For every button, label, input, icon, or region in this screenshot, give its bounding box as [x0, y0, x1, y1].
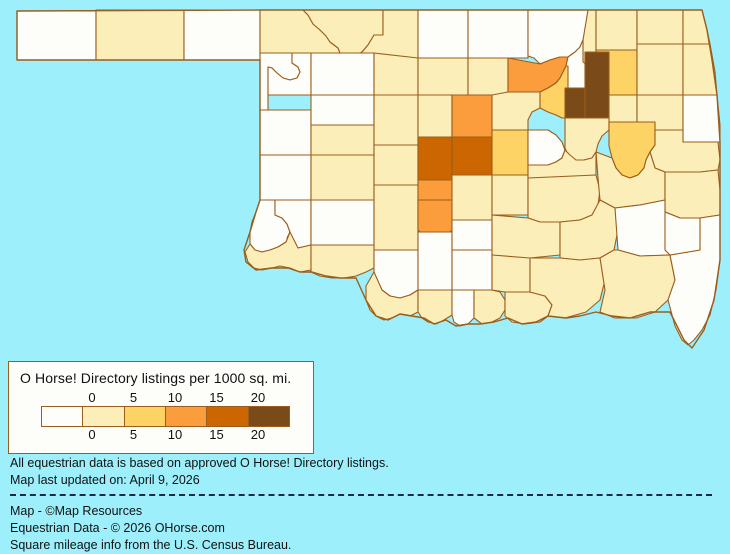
legend-tick-top-0: 0 [88, 390, 96, 405]
county-mayes [636, 43, 684, 96]
county-dewey [310, 94, 375, 126]
footer-notes: All equestrian data is based on approved… [10, 455, 726, 554]
county-stephens [417, 231, 453, 291]
county-beckham [259, 154, 312, 201]
credit-map: Map - ©Map Resources [10, 504, 143, 518]
county-texas [95, 9, 185, 61]
legend-tick-bottom-0: 0 [88, 427, 96, 442]
county-blaine [373, 94, 419, 146]
legend-tick-top-1: 5 [129, 390, 138, 405]
county-logan [451, 94, 493, 138]
legend-tick-bottom-2: 10 [167, 427, 183, 442]
legend-swatch-3 [165, 407, 208, 426]
legend-swatch-5 [248, 407, 289, 426]
county-garfield [417, 57, 469, 96]
county-hughes [527, 174, 601, 223]
county-woodward [310, 52, 375, 96]
legend-tick-bottom-4: 20 [250, 427, 266, 442]
legend-swatch-4 [207, 407, 249, 426]
county-mccurtain [667, 214, 721, 346]
county-cimarron [16, 10, 97, 61]
county-cleveland [451, 174, 493, 221]
legend-ticks-top: 0 5 10 15 20 [40, 390, 290, 406]
legend-color-ramp [41, 406, 290, 427]
legend-tick-top-3: 15 [209, 390, 224, 405]
county-major [373, 52, 419, 96]
county-pottawatomie [491, 174, 529, 216]
county-mcclain [451, 219, 493, 251]
county-adair [682, 94, 721, 143]
state-outline [16, 9, 721, 349]
county-lincoln [491, 129, 529, 176]
county-okla-log [451, 136, 493, 176]
credit-equestrian-data: Equestrian Data - © 2026 OHorse.com [10, 521, 225, 535]
legend-tick-top-4: 20 [250, 390, 266, 405]
oklahoma-map-svg [16, 9, 721, 349]
county-washita [310, 199, 375, 246]
county-craig [636, 9, 684, 45]
county-tulsa-core [584, 51, 610, 123]
county-garvin [451, 249, 493, 291]
legend-tick-bottom-1: 5 [129, 427, 138, 442]
county-grady-low [417, 199, 453, 237]
county-beaver [183, 9, 261, 61]
choropleth-map [16, 9, 721, 349]
county-noble [467, 57, 509, 96]
county-murray [491, 254, 531, 293]
county-ellis-east [267, 52, 312, 96]
county-pushmataha [664, 211, 701, 256]
credit-square-mileage: Square mileage info from the U.S. Census… [10, 538, 292, 552]
legend-swatch-2 [124, 407, 166, 426]
county-dewey-south [310, 124, 375, 156]
county-polygons [16, 9, 721, 349]
county-roger-mills [259, 109, 312, 156]
county-nowata [595, 9, 638, 51]
legend-swatch-0 [42, 407, 84, 426]
county-kingfisher [417, 94, 453, 138]
county-love [451, 289, 475, 327]
footer-divider [10, 494, 712, 497]
county-oklahoma [417, 136, 453, 181]
legend-tick-bottom-3: 15 [209, 427, 224, 442]
legend-panel: O Horse! Directory listings per 1000 sq.… [8, 361, 314, 454]
footnote-data-source: All equestrian data is based on approved… [10, 456, 389, 470]
county-caddo [373, 184, 419, 251]
county-pontotoc [491, 214, 561, 259]
county-custer [310, 154, 375, 201]
county-bryan [529, 257, 606, 319]
legend-swatch-1 [83, 407, 125, 426]
county-tillman [310, 244, 375, 279]
county-delaware [682, 43, 718, 96]
county-canadian [373, 144, 419, 186]
legend-tick-top-2: 10 [167, 390, 183, 405]
county-leflore [664, 169, 721, 219]
footnote-last-updated: Map last updated on: April 9, 2026 [10, 473, 200, 487]
legend-ticks-bottom: 0 5 10 15 20 [40, 427, 290, 443]
county-kay [467, 9, 529, 59]
county-grant [417, 9, 469, 59]
legend-title: O Horse! Directory listings per 1000 sq.… [20, 370, 292, 386]
